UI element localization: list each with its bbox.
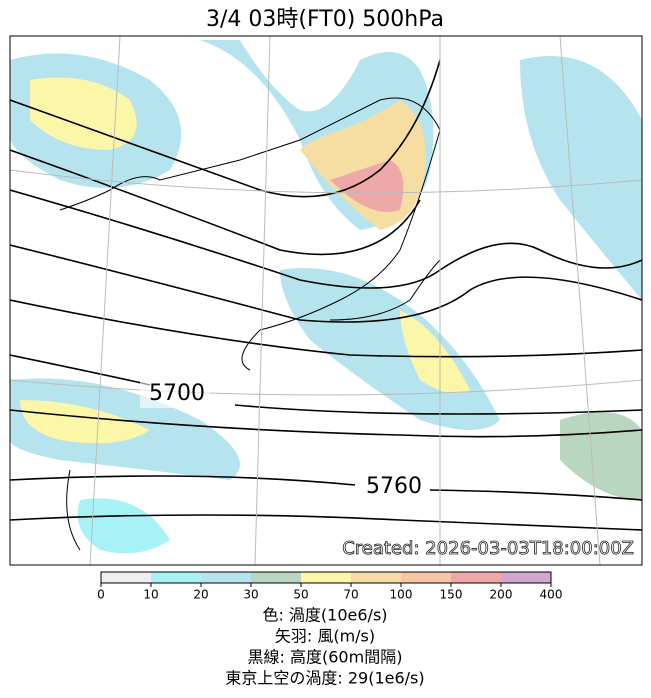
map-frame xyxy=(9,35,643,566)
legend-line: 矢羽: 風(m/s) xyxy=(275,627,375,646)
colorbar-tick-label: 20 xyxy=(193,588,208,602)
colorbar-tick-label: 50 xyxy=(293,588,308,602)
colorbar-tick-label: 30 xyxy=(243,588,258,602)
colorbar-tick-label: 200 xyxy=(490,588,513,602)
colorbar-tick-label: 150 xyxy=(440,588,463,602)
map-title: 3/4 03時(FT0) 500hPa xyxy=(206,7,444,32)
colorbar-segment xyxy=(151,572,201,583)
map-area: 5700 5760 Created: 2026-03-03T18:00:00Z xyxy=(10,36,642,565)
colorbar-segment xyxy=(101,572,151,583)
contour-label: 5700 xyxy=(149,381,205,406)
coastlines xyxy=(59,97,441,551)
graticule xyxy=(10,36,642,565)
colorbar-segment xyxy=(201,572,251,583)
height-contours xyxy=(10,59,642,531)
colorbar-tick-label: 400 xyxy=(540,588,563,602)
legend-line: 色: 渦度(10e6/s) xyxy=(262,606,387,625)
colorbar-border xyxy=(100,571,552,584)
colorbar-segment xyxy=(301,572,351,583)
created-stamp: Created: 2026-03-03T18:00:00Z xyxy=(342,538,634,559)
colorbar-tick-label: 70 xyxy=(343,588,358,602)
colorbar-tick-label: 0 xyxy=(97,588,105,602)
contour-label: 5760 xyxy=(366,474,422,499)
colorbar-segment xyxy=(501,572,551,583)
colorbar: 0 10 20 30 50 70 100 150 200 400 xyxy=(97,571,563,602)
colorbar-segment xyxy=(351,572,401,583)
legend-line: 東京上空の渦度: 29(1e6/s) xyxy=(225,669,424,688)
colorbar-segment xyxy=(251,572,301,583)
colorbar-tick-label: 100 xyxy=(390,588,413,602)
legend-line: 黒線: 高度(60m間隔) xyxy=(248,648,403,667)
colorbar-segment xyxy=(401,572,451,583)
colorbar-segment xyxy=(451,572,501,583)
legend: 色: 渦度(10e6/s) 矢羽: 風(m/s) 黒線: 高度(60m間隔) 東京上空… xyxy=(225,606,424,688)
colorbar-tick-label: 10 xyxy=(143,588,158,602)
